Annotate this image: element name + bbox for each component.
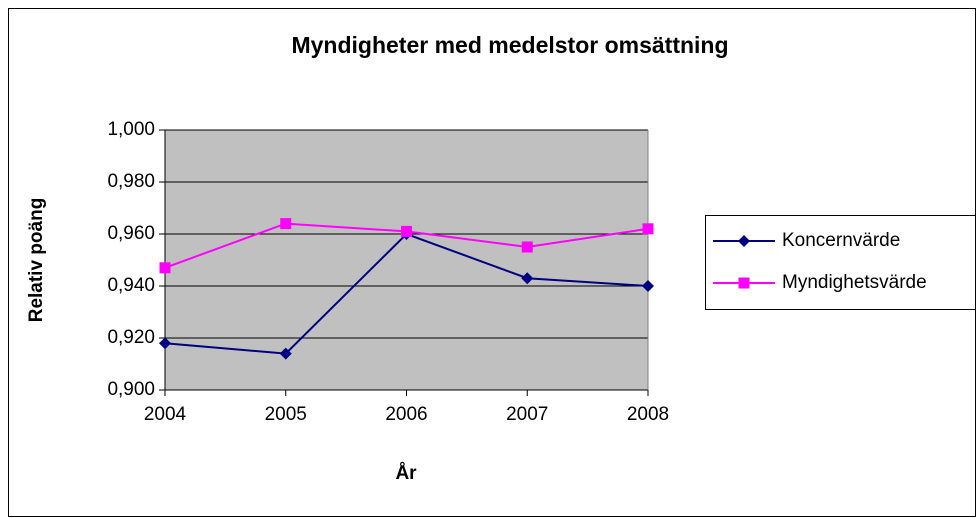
x-tick-label: 2008 [627, 404, 669, 425]
x-axis-label: År [395, 463, 417, 484]
x-tick-label: 2005 [265, 404, 307, 425]
y-tick-label: 1,000 [107, 119, 155, 140]
y-tick-label: 0,940 [107, 275, 155, 296]
marker [159, 262, 171, 274]
legend [705, 215, 976, 310]
y-tick-label: 0,920 [107, 327, 155, 348]
marker [738, 277, 750, 289]
y-tick-label: 0,900 [107, 379, 155, 400]
y-tick-label: 0,960 [107, 223, 155, 244]
marker [521, 272, 534, 285]
chart-title: Myndigheter med medelstor omsättning [291, 32, 728, 58]
marker [401, 225, 412, 237]
marker [521, 241, 533, 253]
plot-area [165, 130, 648, 390]
marker [642, 223, 654, 235]
legend-label: Myndighetsvärde [782, 272, 927, 293]
x-tick-label: 2007 [506, 404, 548, 425]
y-tick-label: 0,980 [107, 171, 155, 192]
marker [279, 347, 292, 360]
marker [738, 235, 750, 247]
x-tick-label: 2004 [144, 404, 187, 425]
marker [280, 218, 292, 230]
y-axis-label: Relativ poäng [26, 198, 47, 323]
marker [642, 280, 654, 292]
legend-label: Koncernvärde [782, 230, 900, 251]
x-tick-label: 2006 [385, 404, 427, 425]
marker [159, 337, 171, 350]
